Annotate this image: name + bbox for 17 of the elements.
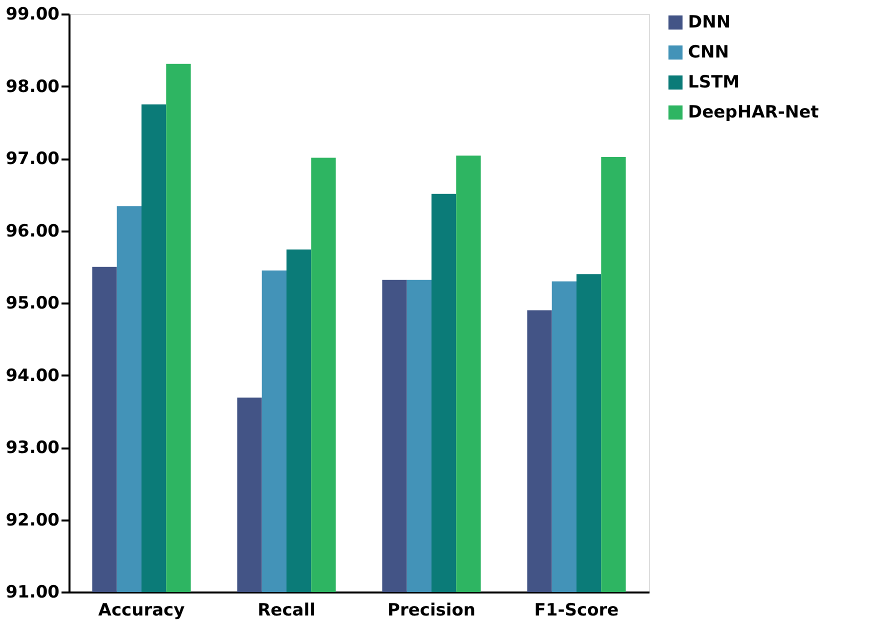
y-tick-label: 97.00: [6, 149, 60, 169]
y-tick-label: 98.00: [6, 76, 60, 97]
legend-label: LSTM: [688, 72, 740, 92]
y-tick-label: 92.00: [6, 510, 60, 530]
x-tick-label: Recall: [258, 600, 316, 620]
y-tick-label: 94.00: [6, 366, 60, 386]
x-tick-label: F1-Score: [534, 600, 619, 620]
legend-label: CNN: [688, 42, 729, 62]
y-tick-label: 96.00: [6, 221, 60, 242]
y-tick-label: 99.00: [6, 4, 60, 24]
x-tick-label: Accuracy: [98, 600, 185, 620]
y-tick-label: 91.00: [6, 582, 60, 602]
y-tick-label: 95.00: [6, 294, 60, 314]
legend-label: DeepHAR-Net: [688, 102, 819, 122]
x-tick-label: Precision: [387, 600, 476, 620]
y-tick-label: 93.00: [6, 438, 60, 458]
legend-label: DNN: [688, 12, 731, 32]
